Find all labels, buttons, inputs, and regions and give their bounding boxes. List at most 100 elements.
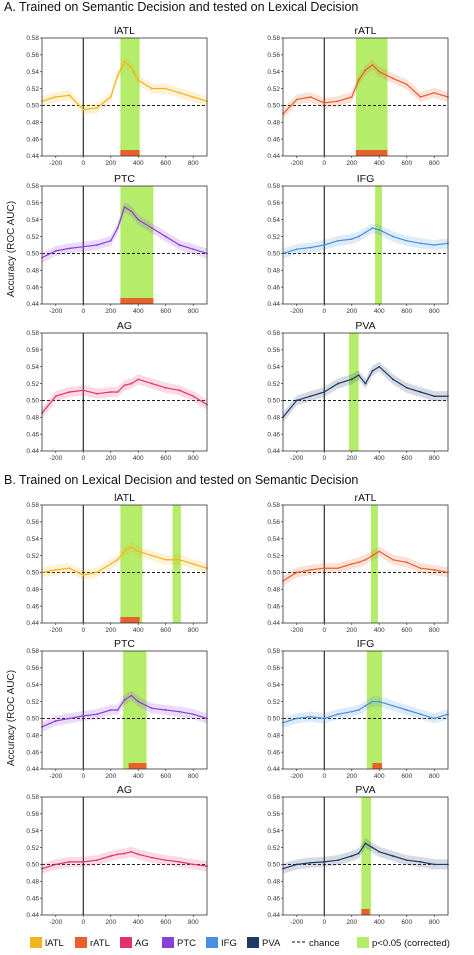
panel-b-latl-point-11	[151, 554, 153, 557]
panel-b-ifg-point-6	[350, 710, 353, 713]
panel-b-ratl-ytick-label-3: 0.54	[267, 536, 280, 543]
panel-a-ag-point-7	[116, 391, 119, 393]
panel-a-latl-point-8	[123, 60, 126, 63]
panel-b-pva-ytick-label-5: 0.50	[267, 862, 280, 869]
panel-a-ag-ytick-label-6: 0.48	[26, 414, 39, 421]
y-axis-label-b: Accuracy (ROC AUC)	[6, 670, 17, 766]
panel-b-pva-point-14	[433, 863, 436, 866]
panel-b-ag-point-11	[151, 856, 153, 859]
panel-b-pva-ytick-label-3: 0.54	[267, 828, 280, 835]
panel-a-ratl-point-13	[419, 96, 422, 98]
panel-b-ifg-point-9	[371, 700, 374, 703]
panel-b-latl-sig-bar-1	[120, 617, 140, 623]
panel-b-ptc-point-10	[137, 700, 140, 703]
panel-b-ifg-point-11	[392, 704, 394, 707]
panel-b-ptc-xtick-label-5: 600	[160, 773, 171, 780]
legend-item-ag-swatch	[120, 937, 132, 948]
panel-a-ifg-xtick-label-3: 200	[346, 308, 357, 315]
panel-a-ifg-ytick-label-3: 0.54	[267, 217, 280, 224]
panel-a-ifg-point-5	[337, 239, 339, 242]
panel-a-ratl-point-14	[433, 91, 436, 94]
panel-b-pva-point-10	[378, 850, 381, 853]
panel-b-ptc-point-5	[96, 713, 98, 716]
panel-a-latl-point-4	[82, 108, 85, 111]
panel-b-ifg-ci-band	[283, 696, 448, 728]
panel-b-ifg-ytick-label-8: 0.44	[267, 766, 280, 773]
panel-b-ag-point-6	[109, 855, 112, 857]
panel-b-ratl-xtick-label-6: 800	[429, 627, 440, 634]
panel-a-ifg-ytick-label-4: 0.52	[267, 234, 280, 241]
panel-a-ifg-ytick-label-7: 0.46	[267, 284, 280, 291]
panel-b-ptc-ytick-label-2: 0.56	[26, 665, 39, 672]
panel-a-latl-ytick-label-2: 0.56	[26, 52, 39, 59]
panel-b-pva-sig-window-1	[361, 797, 371, 915]
panel-b-latl-point-5	[96, 571, 98, 574]
panel-a-ag-point-4	[82, 389, 85, 392]
panel-b-ratl-point-2	[295, 571, 298, 574]
panel-b-latl-point-7	[116, 558, 119, 561]
panel-a-ratl-frame	[282, 37, 449, 157]
panel-a-ptc-ytick-label-3: 0.54	[26, 217, 39, 224]
panel-a-ptc-point-10	[137, 218, 140, 221]
panel-a-pva-point-2	[295, 399, 298, 402]
panel-b-pva-frame	[282, 796, 449, 916]
panel-a-ratl-ytick-label-8: 0.44	[267, 153, 280, 160]
panel-b-ratl-ci-band	[283, 546, 448, 586]
panel-a-latl-point-13	[178, 91, 181, 94]
panel-b-latl-point-10	[137, 550, 140, 553]
panel-b-ptc-frame	[41, 650, 208, 770]
panel-a-latl-ytick-label-3: 0.54	[26, 69, 39, 76]
panel-a-ratl-ytick-label-7: 0.46	[267, 136, 280, 143]
panels-group: lATL 0.58 0.56 0.54 0.52 0.50 0.48 0.46 0.44 -200…	[26, 25, 449, 926]
panel-a-latl: lATL 0.58 0.56 0.54 0.52 0.50 0.48 0.46 0.44 -200…	[26, 25, 208, 167]
panel-a-pva-point-7	[357, 374, 360, 377]
panel-b-ratl-xtick-label-4: 400	[374, 627, 385, 634]
legend-item-latl-swatch	[30, 937, 42, 948]
panel-a-pva-title: PVA	[355, 320, 375, 332]
panel-b-ifg-point-2	[295, 717, 298, 720]
panel-a-pva: PVA 0.58 0.56 0.54 0.52 0.50 0.48 0.46 0.44 -200 0…	[267, 320, 449, 462]
panel-b-pva-point-5	[337, 859, 339, 862]
panel-a-ag-xtick-label-6: 800	[188, 455, 199, 462]
section-a-title: A. Trained on Semantic Decision and test…	[4, 0, 358, 14]
panel-a-ptc-point-9	[130, 210, 133, 213]
panel-a-ifg-point-12	[405, 239, 408, 242]
panel-b-ag-xtick-label-4: 400	[133, 919, 144, 926]
panel-b-ifg-ytick-label-4: 0.52	[267, 699, 280, 706]
panel-b-ratl-ytick-label-1: 0.58	[267, 502, 280, 509]
panel-a-pva-frame	[282, 332, 449, 452]
panel-a-ratl-xtick-label-4: 400	[374, 160, 385, 167]
panel-b-ptc-point-8	[123, 698, 126, 701]
panel-a-ifg: IFG 0.58 0.56 0.54 0.52 0.50 0.48 0.46 0.44 -200 0…	[267, 173, 449, 315]
panel-a-ratl-title: rATL	[355, 25, 377, 37]
legend-item-p-0-05-corrected-swatch	[357, 937, 369, 948]
panel-a-ag-point-10	[137, 378, 140, 381]
panel-a-ag-point-8	[123, 384, 126, 387]
panel-b-ptc-ytick-label-4: 0.52	[26, 699, 39, 706]
panel-a-latl-ytick-label-1: 0.58	[26, 35, 39, 42]
panel-a-ag-point-2	[54, 395, 57, 398]
panel-a-ptc-ytick-label-8: 0.44	[26, 301, 39, 308]
panel-b-latl-ci-band	[42, 542, 207, 581]
panel-b-latl-title: lATL	[114, 492, 135, 504]
legend: lATL rATL AG PTC IFG PVA chance p<0.05 (correct…	[30, 937, 450, 949]
panel-b-ag-xtick-label-3: 200	[105, 919, 116, 926]
panel-b-pva-ci-band	[283, 838, 448, 874]
panel-b-latl-ytick-label-1: 0.58	[26, 502, 39, 509]
panel-b-latl-xtick-label-1: -200	[49, 627, 62, 634]
panel-b-ifg-frame	[282, 650, 449, 770]
panel-a-pva-xtick-label-5: 600	[401, 455, 412, 462]
panel-a-pva-point-4	[323, 391, 326, 393]
panel-a-ptc-ytick-label-2: 0.56	[26, 200, 39, 207]
panel-b-ptc-point-9	[130, 694, 133, 697]
panel-b-ag-point-2	[54, 863, 57, 866]
panel-b-pva-point-9	[371, 846, 374, 849]
panel-a-latl-point-3	[68, 94, 71, 97]
panel-b-ptc-point-7	[116, 709, 119, 711]
panel-a-ifg-point-11	[392, 235, 394, 238]
panel-a-latl-xtick-label-5: 600	[160, 160, 171, 167]
panel-b-ag-point-9	[130, 850, 133, 853]
panel-b-pva-point-3	[309, 861, 312, 864]
panel-a-ratl-xtick-label-1: -200	[290, 160, 303, 167]
panel-b-ptc-point-4	[82, 715, 85, 717]
